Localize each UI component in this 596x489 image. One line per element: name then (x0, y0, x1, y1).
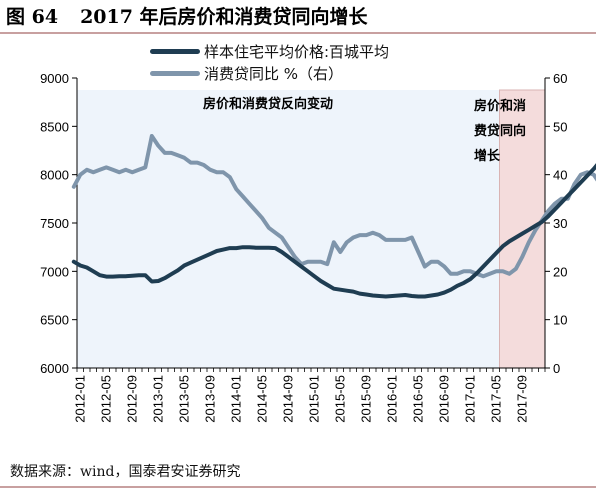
x-tick-label: 2015-09 (358, 375, 373, 423)
series-line-house-price (71, 163, 596, 299)
legend-label-price: 样本住宅平均价格:百城平均 (204, 42, 390, 61)
y-right-tick-label: 20 (553, 264, 567, 279)
x-tick-label: 2015-05 (332, 375, 347, 423)
x-tick-label: 2016-05 (410, 375, 425, 423)
legend-swatch-price (150, 48, 200, 54)
y-left-tick-label: 8000 (40, 168, 69, 183)
y-left-tick-label: 8500 (40, 119, 69, 134)
y-left-tick-label: 7500 (40, 216, 69, 231)
y-right-tick-label: 30 (553, 216, 567, 231)
annotation-reverse-movement: 房价和消费贷反向变动 (203, 96, 333, 112)
x-tick-label: 2015-01 (306, 375, 321, 423)
series-line-consumer-loan (71, 134, 596, 279)
y-right-tick-label: 40 (553, 168, 567, 183)
figure-title: 图 64 2017 年后房价和消费贷同向增长 (6, 2, 368, 29)
y-left-tick-label: 9000 (40, 71, 69, 86)
y-right-tick-label: 50 (553, 119, 567, 134)
x-tick-label: 2013-01 (150, 375, 165, 423)
legend-item-loan: 消费贷同比 %（右） (150, 62, 389, 84)
x-tick-label: 2016-09 (436, 375, 451, 423)
x-tick-label: 2017-01 (462, 375, 477, 423)
x-tick-label: 2013-09 (202, 375, 217, 423)
y-right-tick-label: 0 (553, 361, 560, 376)
y-left-tick-label: 6000 (40, 361, 69, 376)
x-tick-label: 2017-05 (488, 375, 503, 423)
phase-reverse-background (77, 90, 500, 368)
x-tick-label: 2016-01 (384, 375, 399, 423)
x-tick-label: 2017-09 (514, 375, 529, 423)
y-left-tick-label: 7000 (40, 264, 69, 279)
title-divider (0, 32, 596, 34)
annotation-same-direction-line: 增长 (474, 148, 501, 164)
x-tick-label: 2014-01 (228, 375, 243, 423)
legend-label-loan: 消费贷同比 %（右） (204, 64, 344, 83)
annotation-same-direction-line: 房价和消 (474, 98, 526, 114)
chart-legend: 样本住宅平均价格:百城平均 消费贷同比 %（右） (150, 40, 389, 84)
x-tick-label: 2014-05 (254, 375, 269, 423)
legend-item-price: 样本住宅平均价格:百城平均 (150, 40, 389, 62)
y-right-tick-label: 10 (553, 313, 567, 328)
y-left-tick-label: 6500 (40, 313, 69, 328)
y-right-tick-label: 60 (553, 71, 567, 86)
legend-swatch-loan (150, 70, 200, 76)
x-tick-label: 2013-05 (176, 375, 191, 423)
bottom-divider (0, 486, 596, 488)
figure-number: 图 64 (6, 6, 59, 28)
x-tick-label: 2012-01 (72, 375, 87, 423)
x-tick-label: 2012-09 (124, 375, 139, 423)
x-tick-label: 2012-05 (98, 375, 113, 423)
x-tick-label: 2014-09 (280, 375, 295, 423)
figure-title-text: 2017 年后房价和消费贷同向增长 (80, 6, 368, 28)
data-source: 数据来源：wind，国泰君安证券研究 (10, 464, 241, 480)
annotation-same-direction-line: 费贷同向 (474, 123, 526, 139)
